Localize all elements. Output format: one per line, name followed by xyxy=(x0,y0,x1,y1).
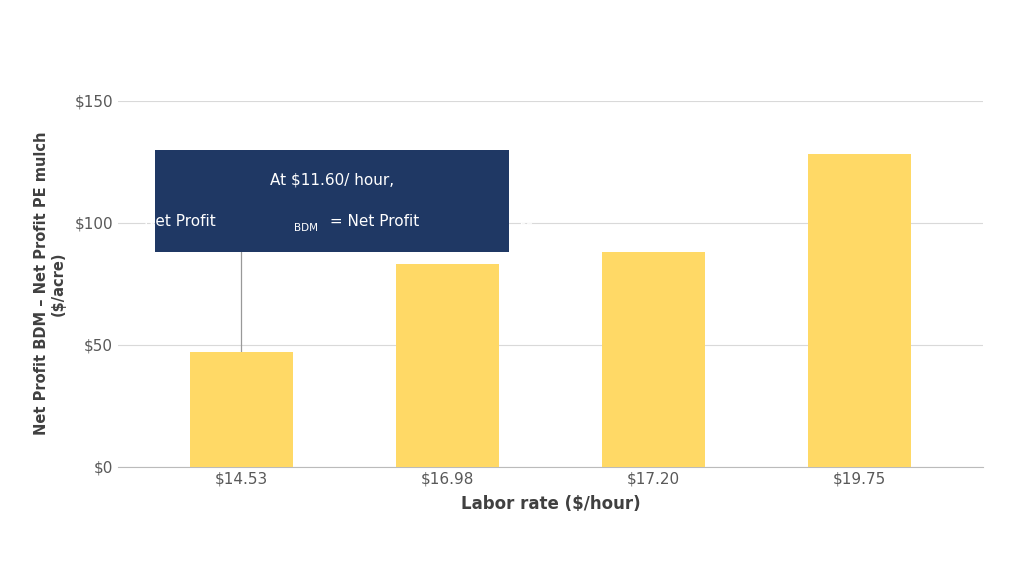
Bar xyxy=(189,352,293,467)
X-axis label: Labor rate ($/hour): Labor rate ($/hour) xyxy=(461,495,640,513)
Text: = Net Profit: = Net Profit xyxy=(325,214,419,229)
Bar xyxy=(808,154,911,467)
Bar xyxy=(396,264,499,467)
Text: BDM: BDM xyxy=(294,223,318,233)
Text: Sensitivity Analysis: Labor rate: Sensitivity Analysis: Labor rate xyxy=(169,20,855,58)
Text: At $11.60/ hour,: At $11.60/ hour, xyxy=(270,173,394,188)
Text: Net Profit: Net Profit xyxy=(143,214,215,229)
Bar xyxy=(602,252,705,467)
Text: PE: PE xyxy=(520,223,534,233)
FancyBboxPatch shape xyxy=(155,150,509,252)
Y-axis label: Net Profit BDM – Net Profit PE mulch
($/acre): Net Profit BDM – Net Profit PE mulch ($/… xyxy=(34,132,66,435)
